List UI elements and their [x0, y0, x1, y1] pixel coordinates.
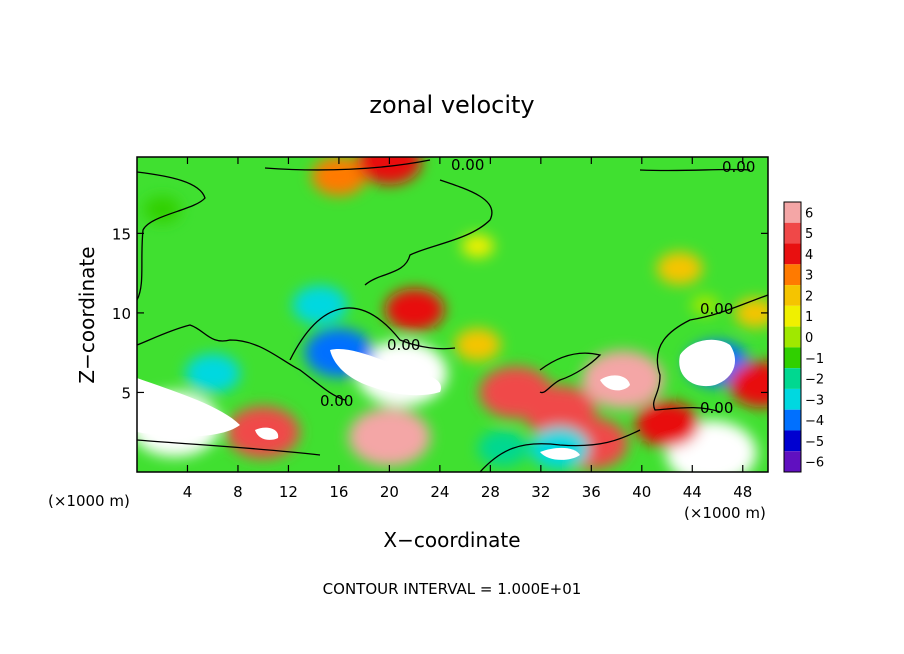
anomaly-25: [734, 298, 768, 328]
contour-label-4: 0.00: [700, 300, 733, 318]
x-tick-label-20: 20: [380, 483, 399, 501]
anomaly-8: [454, 328, 501, 362]
plot-frame: [136, 156, 769, 473]
chart-title: zonal velocity: [369, 91, 534, 119]
colorbar-swatch-3: [784, 264, 801, 286]
anomaly-15: [656, 251, 703, 285]
colorbar-swatch--6: [784, 451, 801, 472]
colorbar-swatch-1: [784, 305, 801, 327]
colorbar-label-6: 6: [805, 206, 813, 221]
colorbar: 6 5 4 3 2 1 0 −1 −2 −3 −4 −5 −6: [783, 201, 824, 473]
colorbar-swatch--3: [784, 388, 801, 410]
contour-label-2: 0.00: [387, 336, 420, 354]
colorbar-swatch--4: [784, 409, 801, 431]
colorbar-frame: [783, 201, 802, 473]
colorbar-label-2: 2: [805, 289, 813, 304]
contour-label-5: 0.00: [700, 399, 733, 417]
anomaly-24: [477, 430, 529, 467]
contour-labels: 0.00 0.00 0.00 0.00 0.00 0.00: [320, 156, 755, 417]
colorbar-swatch-6: [784, 202, 801, 223]
colorbar-label--5: −5: [805, 435, 824, 450]
x-tick-label-36: 36: [582, 483, 601, 501]
anomaly-6: [185, 353, 241, 393]
x-tick-label-48: 48: [733, 483, 752, 501]
colorbar-swatch-5: [784, 222, 801, 244]
anomaly-18: [729, 361, 768, 408]
anomaly-7: [384, 288, 445, 331]
colorbar-label--4: −4: [805, 414, 824, 429]
x-axis-label: X−coordinate: [383, 528, 520, 552]
colorbar-label-3: 3: [805, 269, 813, 284]
y-tick-label-10: 10: [112, 305, 131, 323]
x-tick-label-28: 28: [481, 483, 500, 501]
colorbar-label-0: 0: [805, 331, 813, 346]
anomaly-17: [635, 401, 699, 448]
zero-contours: [137, 159, 768, 472]
anomaly-2: [348, 407, 431, 467]
x-tick-label-8: 8: [233, 483, 243, 501]
y-axis: 5 10 15: [112, 225, 768, 402]
x-unit-right: (×1000 m): [684, 504, 766, 522]
x-tick-label-32: 32: [531, 483, 550, 501]
colorbar-label-5: 5: [805, 227, 813, 242]
contour-interval-note: CONTOUR INTERVAL = 1.000E+01: [323, 580, 582, 598]
anomaly-14: [690, 294, 719, 315]
contour-label-1: 0.00: [722, 158, 755, 176]
x-tick-label-40: 40: [632, 483, 651, 501]
contour-label-3: 0.00: [320, 392, 353, 410]
colorbar-label--1: −1: [805, 352, 824, 367]
x-unit-left: (×1000 m): [48, 492, 130, 510]
x-tick-label-12: 12: [279, 483, 298, 501]
y-axis-label: Z−coordinate: [75, 246, 99, 383]
anomaly-20: [311, 157, 367, 196]
colorbar-swatch--2: [784, 368, 801, 389]
colorbar-swatch--5: [784, 430, 801, 452]
contour-label-0: 0.00: [451, 156, 484, 174]
x-axis: 4 8 12 16 20 24 28 32 36 40 44 48: [183, 157, 752, 501]
colorbar-swatch-4: [784, 243, 801, 265]
colorbar-label-1: 1: [805, 310, 813, 325]
anomaly-19: [143, 196, 181, 223]
x-tick-label-44: 44: [683, 483, 702, 501]
y-tick-label-5: 5: [121, 384, 131, 402]
colorbar-swatch-2: [784, 285, 801, 306]
colorbar-label--3: −3: [805, 393, 824, 408]
x-tick-label-4: 4: [183, 483, 193, 501]
anomaly-5: [292, 285, 348, 325]
colorbar-label--2: −2: [805, 373, 824, 388]
x-tick-label-24: 24: [430, 483, 449, 501]
colorbar-swatch--1: [784, 347, 801, 369]
colorbar-label--6: −6: [805, 456, 824, 471]
anomaly-22: [461, 234, 494, 258]
heatmap-field: [137, 157, 768, 472]
x-tick-label-16: 16: [329, 483, 348, 501]
saturated-regions: [137, 339, 735, 466]
colorbar-swatch-0: [784, 326, 801, 348]
colorbar-label-4: 4: [805, 248, 813, 263]
y-tick-label-15: 15: [112, 225, 131, 243]
